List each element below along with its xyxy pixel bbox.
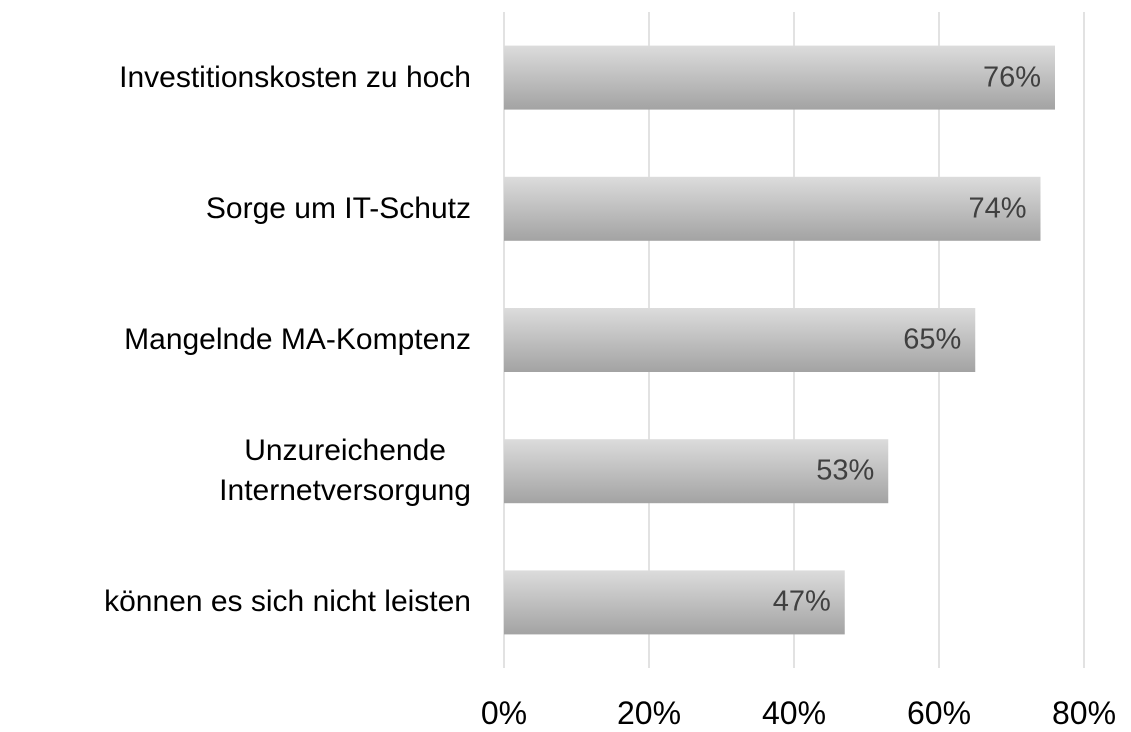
value-label: 65% bbox=[903, 323, 962, 356]
value-label: 74% bbox=[968, 192, 1027, 225]
bar bbox=[504, 570, 845, 635]
x-tick-label: 20% bbox=[616, 695, 682, 731]
x-tick-label: 0% bbox=[480, 695, 528, 731]
category-text: Unzureichende Internetversorgung bbox=[219, 434, 471, 508]
category-text: Investitionskosten zu hoch bbox=[119, 60, 471, 94]
bar bbox=[504, 308, 976, 372]
value-label: 47% bbox=[772, 585, 831, 618]
x-tick-label: 60% bbox=[906, 695, 972, 731]
value-label: 53% bbox=[816, 454, 875, 487]
category-label: Sorge um IT-Schutz bbox=[206, 189, 471, 229]
bar bbox=[504, 176, 1041, 241]
x-tick-label: 80% bbox=[1051, 695, 1117, 731]
value-label: 76% bbox=[982, 61, 1041, 94]
category-label: Investitionskosten zu hoch bbox=[119, 58, 471, 98]
category-label: Mangelnde MA-Komptenz bbox=[124, 320, 471, 360]
category-label: Unzureichende Internetversorgung bbox=[219, 431, 471, 511]
category-label: können es sich nicht leisten bbox=[104, 582, 471, 622]
category-text: Sorge um IT-Schutz bbox=[205, 191, 471, 225]
category-text: können es sich nicht leisten bbox=[104, 585, 471, 619]
bar bbox=[504, 439, 889, 504]
x-tick-label: 40% bbox=[761, 695, 827, 731]
bar bbox=[504, 45, 1055, 110]
category-text: Mangelnde MA-Komptenz bbox=[124, 323, 471, 356]
